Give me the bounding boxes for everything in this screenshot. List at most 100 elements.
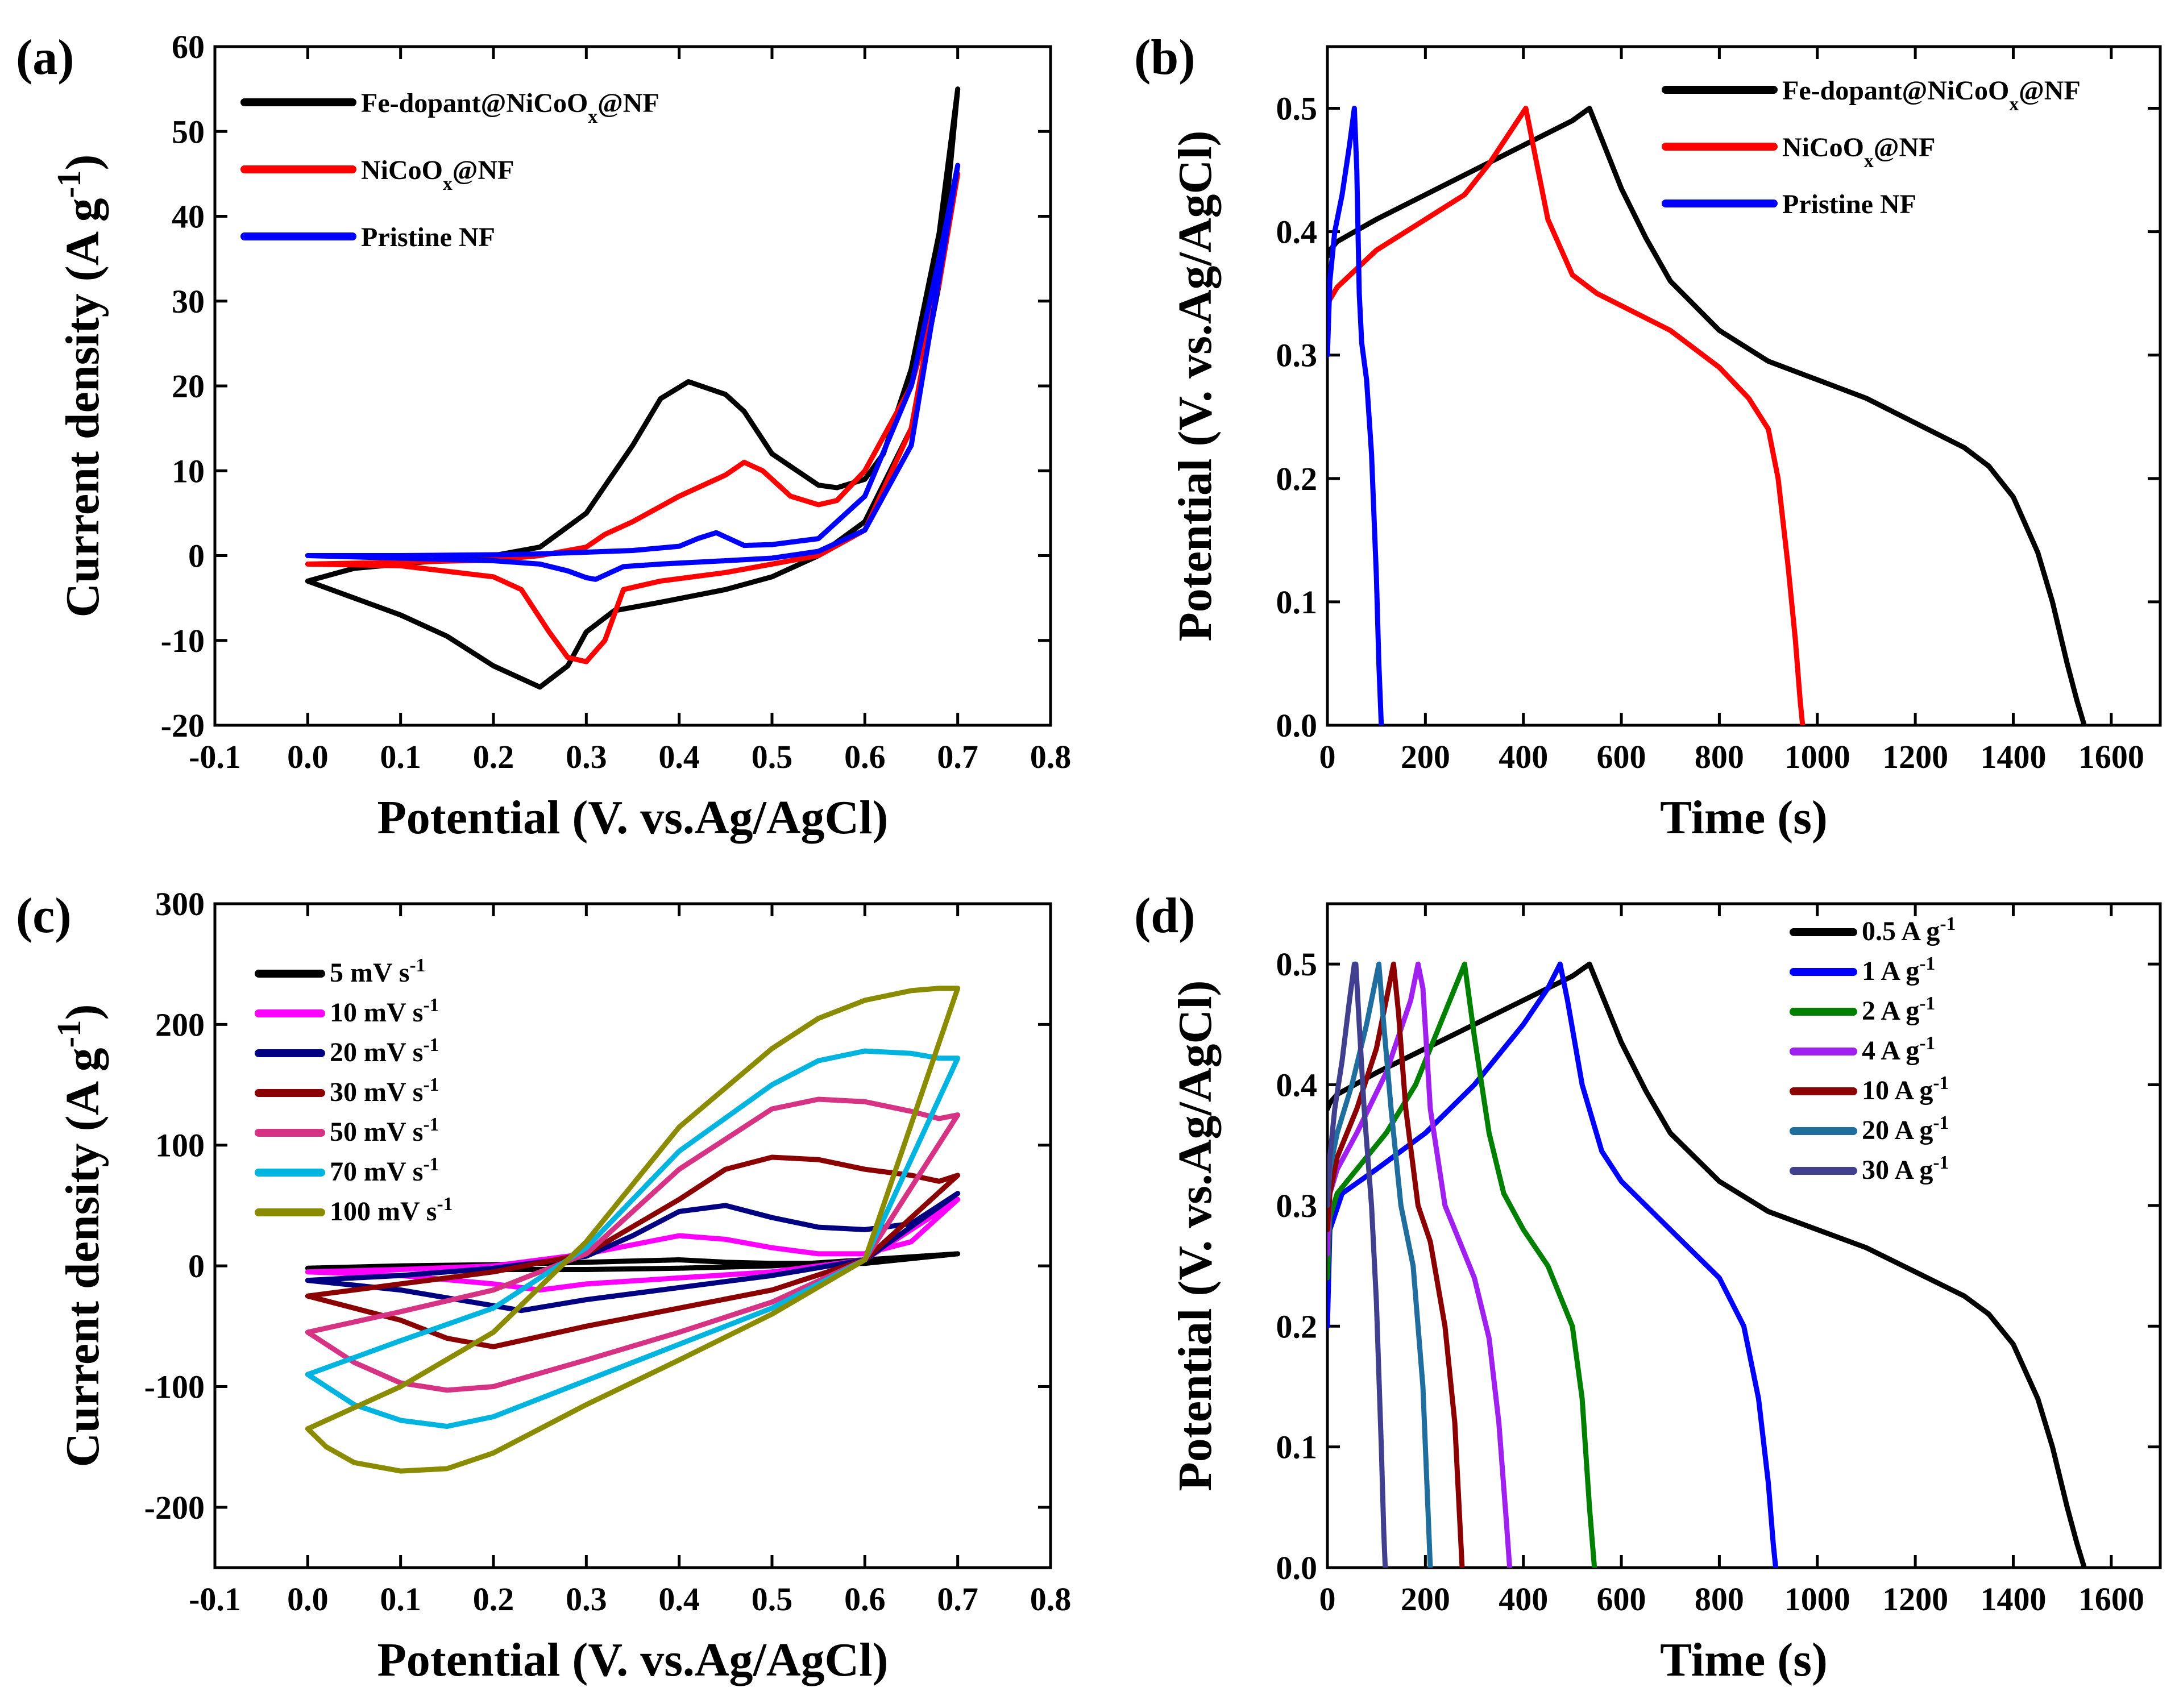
x-tick-label: 0.3 <box>566 738 607 775</box>
x-tick-label: 1400 <box>1980 1581 2046 1618</box>
panel-label: (c) <box>16 888 72 944</box>
legend-label: Fe-dopant@NiCoOx@NF <box>1782 76 2081 115</box>
series-line-1-a-g-1 <box>1327 961 1778 1568</box>
x-tick-label: -0.1 <box>189 1581 241 1618</box>
x-tick-label: 1200 <box>1882 1581 1948 1618</box>
x-tick-label: 0.1 <box>380 738 421 775</box>
y-tick-label: -20 <box>161 707 205 744</box>
x-tick-label: 600 <box>1597 1581 1646 1618</box>
series-line-pristine-nf <box>305 163 961 582</box>
series-line-nicoox-nf <box>1327 106 1806 725</box>
x-tick-label: 0.6 <box>844 1581 886 1618</box>
x-axis-label: Potential (V. vs.Ag/AgCl) <box>377 791 888 844</box>
legend-label: NiCoOx@NF <box>1782 132 1935 172</box>
x-tick-label: 0.1 <box>380 1581 421 1618</box>
panel-a: (a) -0.1 0.0 0.1 0.2 0.3 0.4 0.5 0.6 0.7 0.8 -20 -10… <box>16 28 1071 844</box>
legend-label: 30 A g-1 <box>1862 1152 1949 1186</box>
x-tick-label: 600 <box>1597 738 1646 775</box>
x-tick-label: 0.8 <box>1030 1581 1072 1618</box>
x-tick-label: 0.7 <box>937 1581 978 1618</box>
y-tick-label: -200 <box>144 1489 205 1526</box>
y-tick-label: 0.0 <box>1276 707 1318 744</box>
x-tick-label: 0 <box>1319 1581 1336 1618</box>
y-tick-label: 10 <box>172 452 205 489</box>
y-tick-label: 50 <box>172 113 205 150</box>
legend-label: 0.5 A g-1 <box>1862 913 1956 947</box>
x-tick-label: 0.5 <box>752 1581 793 1618</box>
legend-label: Pristine NF <box>361 222 495 252</box>
legend: Fe-dopant@NiCoOx@NF NiCoOx@NF Pristine NF <box>240 88 659 252</box>
legend-label: Pristine NF <box>1782 189 1916 219</box>
legend-label: 20 A g-1 <box>1862 1112 1949 1146</box>
y-axis-label: Current density (A g-1) <box>51 1004 110 1467</box>
legend-label: 2 A g-1 <box>1862 993 1935 1027</box>
x-tick-label: 0 <box>1319 738 1336 775</box>
y-tick-label: 0.3 <box>1276 1187 1318 1224</box>
panel-c: (c) -0.1 0.0 0.1 0.2 0.3 0.4 0.5 0.6 0.7 0.8 -200 -1… <box>16 886 1071 1686</box>
legend-label: NiCoOx@NF <box>361 155 514 194</box>
x-tick-label: 200 <box>1401 1581 1450 1618</box>
x-tick-label: 800 <box>1695 738 1744 775</box>
x-tick-label: 400 <box>1499 1581 1548 1618</box>
y-tick-label: 40 <box>172 198 205 235</box>
y-axis-label: Potential (V. vs.Ag/AgCl) <box>1169 980 1222 1491</box>
y-tick-label: 0.4 <box>1276 214 1318 251</box>
x-tick-label: 0.4 <box>658 1581 700 1618</box>
panel-d: (d) 0 200 400 600 800 1000 1200 1400 1600 0.0 0.1 0.… <box>1134 888 2162 1686</box>
y-tick-label: 100 <box>155 1127 205 1164</box>
y-tick-label: 200 <box>155 1006 205 1043</box>
x-tick-label: 200 <box>1401 738 1450 775</box>
legend: Fe-dopant@NiCoOx@NF NiCoOx@NF Pristine NF <box>1662 76 2081 219</box>
y-tick-label: 0.1 <box>1276 584 1318 621</box>
legend-label: 100 mV s-1 <box>330 1194 453 1227</box>
series-line-pristine-nf <box>1327 106 1384 725</box>
legend-label: 10 mV s-1 <box>330 995 439 1028</box>
y-tick-label: 0.2 <box>1276 460 1318 497</box>
legend-label: 20 mV s-1 <box>330 1034 439 1068</box>
x-tick-label: 0.7 <box>937 738 978 775</box>
x-tick-label: 1000 <box>1784 1581 1850 1618</box>
series-line-30-a-g-1 <box>1327 961 1388 1568</box>
panel-label: (b) <box>1134 30 1196 85</box>
legend-label: Fe-dopant@NiCoOx@NF <box>361 88 659 127</box>
y-tick-label: -10 <box>161 622 205 659</box>
y-tick-label: 0.0 <box>1276 1549 1318 1586</box>
y-axis-label: Current density (A g-1) <box>51 154 110 617</box>
legend-label: 70 mV s-1 <box>330 1154 439 1187</box>
legend-label: 1 A g-1 <box>1862 953 1935 987</box>
plot-frame <box>1326 902 2162 1569</box>
y-tick-label: 0.4 <box>1276 1067 1318 1104</box>
legend-label: 5 mV s-1 <box>330 955 425 988</box>
x-tick-label: 400 <box>1499 738 1548 775</box>
series-line-fe-dopant-nicoox-nf <box>1327 106 2087 725</box>
x-axis-label: Potential (V. vs.Ag/AgCl) <box>377 1634 888 1686</box>
x-tick-label: 1600 <box>2078 738 2144 775</box>
series-line-20-a-g-1 <box>1327 961 1433 1568</box>
y-tick-label: 0.3 <box>1276 337 1318 374</box>
y-tick-label: 0 <box>188 1248 205 1285</box>
x-tick-label: 0.3 <box>566 1581 607 1618</box>
x-tick-label: 0.2 <box>473 1581 514 1618</box>
x-axis-label: Time (s) <box>1660 1634 1828 1686</box>
y-tick-label: 0.2 <box>1276 1308 1318 1345</box>
series-line-2-a-g-1 <box>1327 961 1597 1568</box>
series-line-30-mv-s-1 <box>305 1154 961 1349</box>
plot-frame <box>213 902 1052 1569</box>
x-axis-label: Time (s) <box>1660 791 1828 844</box>
legend-label: 50 mV s-1 <box>330 1114 439 1148</box>
x-tick-label: 800 <box>1695 1581 1744 1618</box>
series-line-4-a-g-1 <box>1327 961 1513 1568</box>
y-tick-label: 20 <box>172 368 205 405</box>
legend-label: 4 A g-1 <box>1862 1033 1935 1066</box>
plot-frame <box>213 45 1052 727</box>
y-tick-label: 30 <box>172 283 205 320</box>
x-tick-label: 0.2 <box>473 738 514 775</box>
x-tick-label: 0.0 <box>287 738 329 775</box>
panel-label: (a) <box>16 30 74 85</box>
x-tick-label: 1600 <box>2078 1581 2144 1618</box>
series-line-10-a-g-1 <box>1327 961 1465 1568</box>
x-tick-label: 0.5 <box>752 738 793 775</box>
x-tick-label: 0.8 <box>1030 738 1072 775</box>
y-tick-label: 0 <box>188 538 205 575</box>
